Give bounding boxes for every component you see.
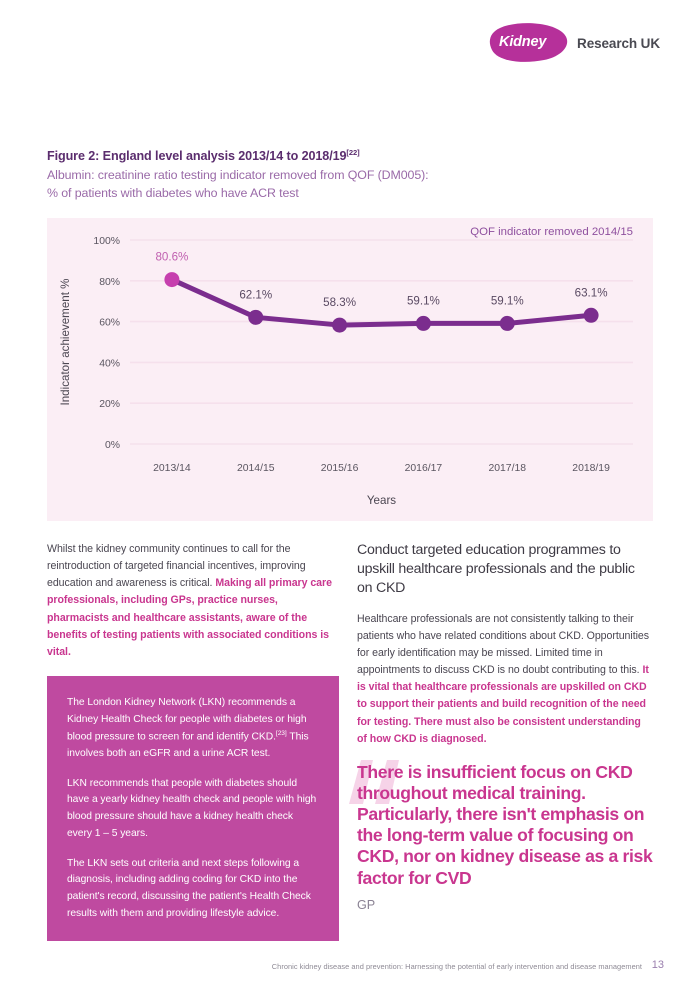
pull-quote-text: There is insufficient focus on CKD throu… — [357, 762, 653, 888]
left-paragraph-emphasis: Making all primary care professionals, i… — [47, 577, 332, 658]
data-point-marker — [583, 307, 599, 323]
figure-subtitle-line-2: % of patients with diabetes who have ACR… — [47, 185, 299, 200]
callout-p1-text-b: This involves both an eGFR and a urine A… — [67, 730, 309, 759]
x-axis-tick-label: 2015/16 — [321, 463, 359, 474]
figure-2-chart: 0% 20% 40% 60% 80% 100% QOF indicator removed … — [47, 218, 653, 521]
callout-paragraph-1: The London Kidney Network (LKN) recommen… — [67, 695, 317, 763]
data-point-label: 80.6% — [155, 251, 188, 264]
data-point-label: 63.1% — [575, 286, 608, 299]
x-axis-tick-label: 2018/19 — [572, 463, 610, 474]
figure-title-reference: [22] — [346, 148, 360, 157]
callout-paragraph-3: The LKN sets out criteria and next steps… — [67, 857, 311, 920]
y-axis-tick-label: 80% — [99, 277, 120, 288]
data-point-label: 58.3% — [323, 296, 356, 309]
brand-logo: Kidney Research UK — [488, 22, 660, 64]
right-column-paragraph: Healthcare professionals are not consist… — [357, 611, 653, 748]
right-paragraph-plain: Healthcare professionals are not consist… — [357, 612, 649, 677]
y-axis-tick-label: 0% — [105, 440, 120, 451]
left-column: Whilst the kidney community continues to… — [47, 541, 339, 661]
right-column: Conduct targeted education programmes to… — [357, 541, 653, 748]
figure-title: Figure 2: England level analysis 2013/14… — [47, 148, 647, 163]
figure-subtitle-line-1: Albumin: creatinine ratio testing indica… — [47, 168, 429, 183]
logo-blob-icon: Kidney — [488, 22, 574, 64]
data-point-label: 59.1% — [491, 294, 524, 307]
data-point-label: 59.1% — [407, 294, 440, 307]
y-axis-tick-label: 20% — [99, 399, 120, 410]
x-axis-title: Years — [367, 494, 396, 507]
chart-canvas: 0% 20% 40% 60% 80% 100% QOF indicator removed … — [59, 226, 633, 507]
series-line — [169, 277, 594, 328]
data-point-marker — [248, 309, 264, 325]
y-axis-title: Indicator achievement % — [59, 279, 72, 406]
x-axis-tick-label: 2014/15 — [237, 463, 275, 474]
y-axis-tick-label: 40% — [99, 358, 120, 369]
logo-word-kidney: Kidney — [499, 34, 547, 50]
data-point-marker — [164, 272, 180, 288]
page-number: 13 — [651, 959, 664, 971]
left-column-paragraph: Whilst the kidney community continues to… — [47, 541, 339, 661]
data-point-marker — [499, 315, 515, 331]
data-point-label: 62.1% — [239, 288, 272, 301]
pull-quote: There is insufficient focus on CKD throu… — [349, 760, 657, 912]
left-paragraph-plain: Whilst the kidney community continues to… — [47, 543, 306, 590]
right-paragraph-emphasis: It is vital that healthcare professional… — [357, 664, 649, 745]
right-column-heading: Conduct targeted education programmes to… — [357, 542, 635, 596]
data-point-marker — [332, 317, 348, 333]
figure-subtitle: Albumin: creatinine ratio testing indica… — [47, 167, 647, 202]
callout-p1-text-a: The London Kidney Network (LKN) recommen… — [67, 697, 307, 742]
y-axis-tick-label: 100% — [93, 236, 120, 247]
callout-paragraph-2: LKN recommends that people with diabetes… — [67, 777, 317, 839]
callout-p1-reference: [23] — [275, 729, 287, 737]
logo-word-research-uk: Research UK — [577, 35, 660, 51]
figure-heading: Figure 2: England level analysis 2013/14… — [47, 148, 647, 202]
x-axis-tick-label: 2016/17 — [405, 463, 443, 474]
x-axis-tick-label: 2013/14 — [153, 463, 191, 474]
lkn-callout-box: The London Kidney Network (LKN) recommen… — [47, 676, 339, 941]
chart-annotation: QOF indicator removed 2014/15 — [470, 226, 633, 238]
data-point-marker — [415, 315, 431, 331]
x-axis-tick-label: 2017/18 — [488, 463, 526, 474]
figure-title-text: Figure 2: England level analysis 2013/14… — [47, 149, 347, 164]
pull-quote-attribution: GP — [357, 897, 376, 912]
y-axis-tick-label: 60% — [99, 318, 120, 329]
footer-title: Chronic kidney disease and prevention: H… — [271, 962, 642, 971]
